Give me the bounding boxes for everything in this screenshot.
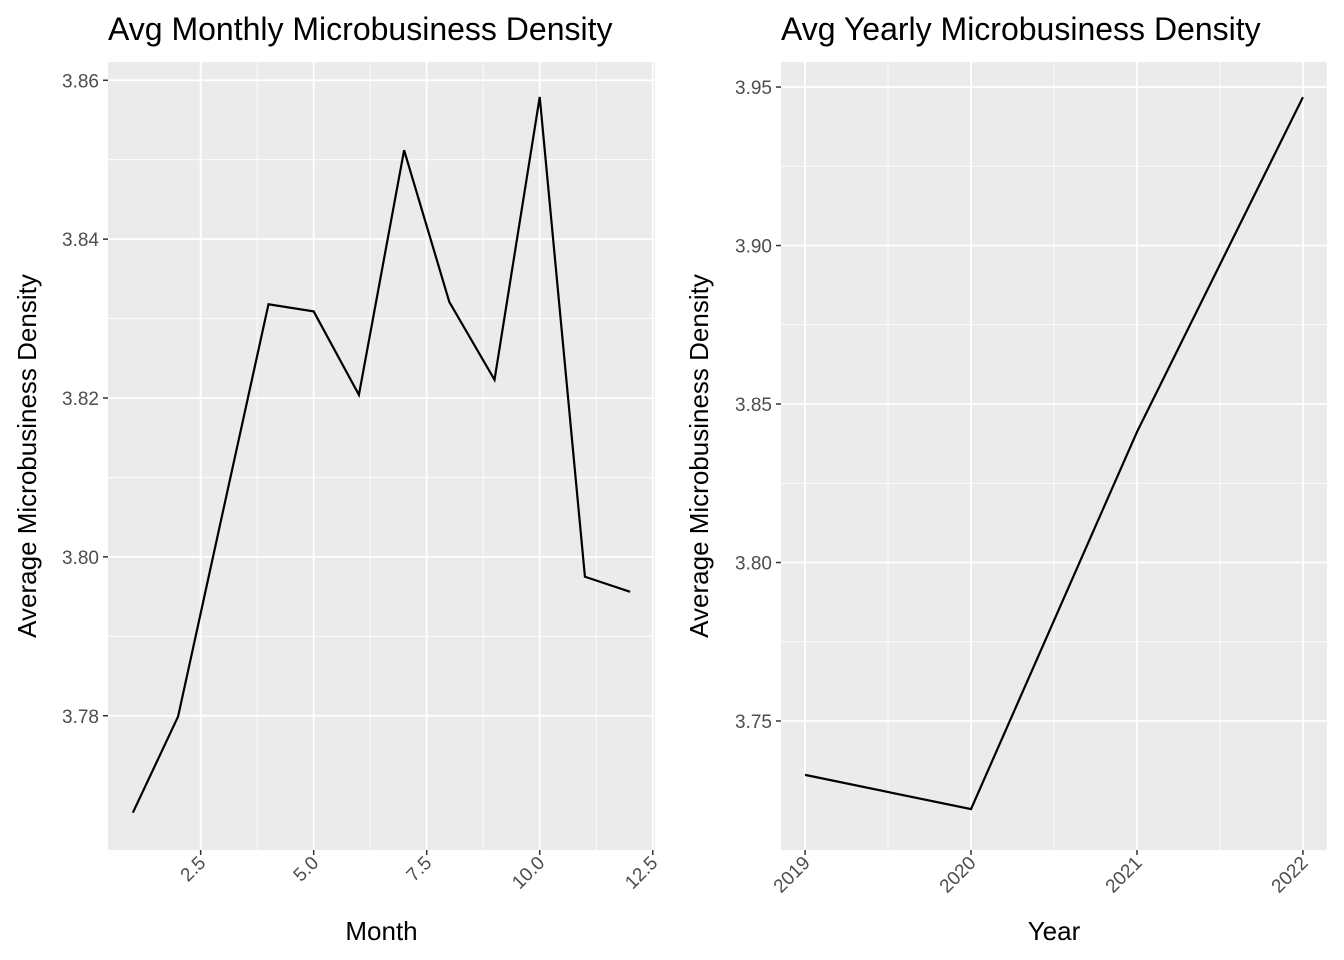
y-tick-label: 3.78 xyxy=(62,707,99,728)
line xyxy=(804,96,1304,811)
panel-background xyxy=(108,62,655,850)
x-tick-label: 5.0 xyxy=(290,853,324,887)
y-tick-label: 3.90 xyxy=(735,237,772,258)
x-tick-label: 12.5 xyxy=(621,853,662,894)
y-axis-label: Average Microbusiness Density xyxy=(684,274,714,638)
x-tick-label: 2.5 xyxy=(177,853,211,887)
y-tick-label: 3.75 xyxy=(735,712,772,733)
y-tick-label: 3.86 xyxy=(62,71,99,92)
x-tick-label: 2019 xyxy=(770,853,815,898)
y-tick-label: 3.84 xyxy=(62,230,99,251)
y-tick-label: 3.95 xyxy=(735,78,772,99)
x-tick-label: 2021 xyxy=(1102,853,1147,898)
y-axis-label: Average Microbusiness Density xyxy=(12,274,42,638)
chart-title: Avg Monthly Microbusiness Density xyxy=(108,11,613,47)
x-tick-label: 10.0 xyxy=(508,853,549,894)
y-tick-label: 3.80 xyxy=(62,548,99,569)
y-tick-label: 3.85 xyxy=(735,395,772,416)
y-tick-label: 3.82 xyxy=(62,389,99,410)
x-tick-label: 7.5 xyxy=(403,853,437,887)
y-tick-label: 3.80 xyxy=(735,554,772,575)
chart-title: Avg Yearly Microbusiness Density xyxy=(781,11,1261,47)
x-axis-label: Month xyxy=(345,916,417,946)
line xyxy=(131,96,631,814)
x-tick-label: 2020 xyxy=(936,853,981,898)
x-tick-label: 2022 xyxy=(1268,853,1313,898)
x-axis-label: Year xyxy=(1028,916,1081,946)
